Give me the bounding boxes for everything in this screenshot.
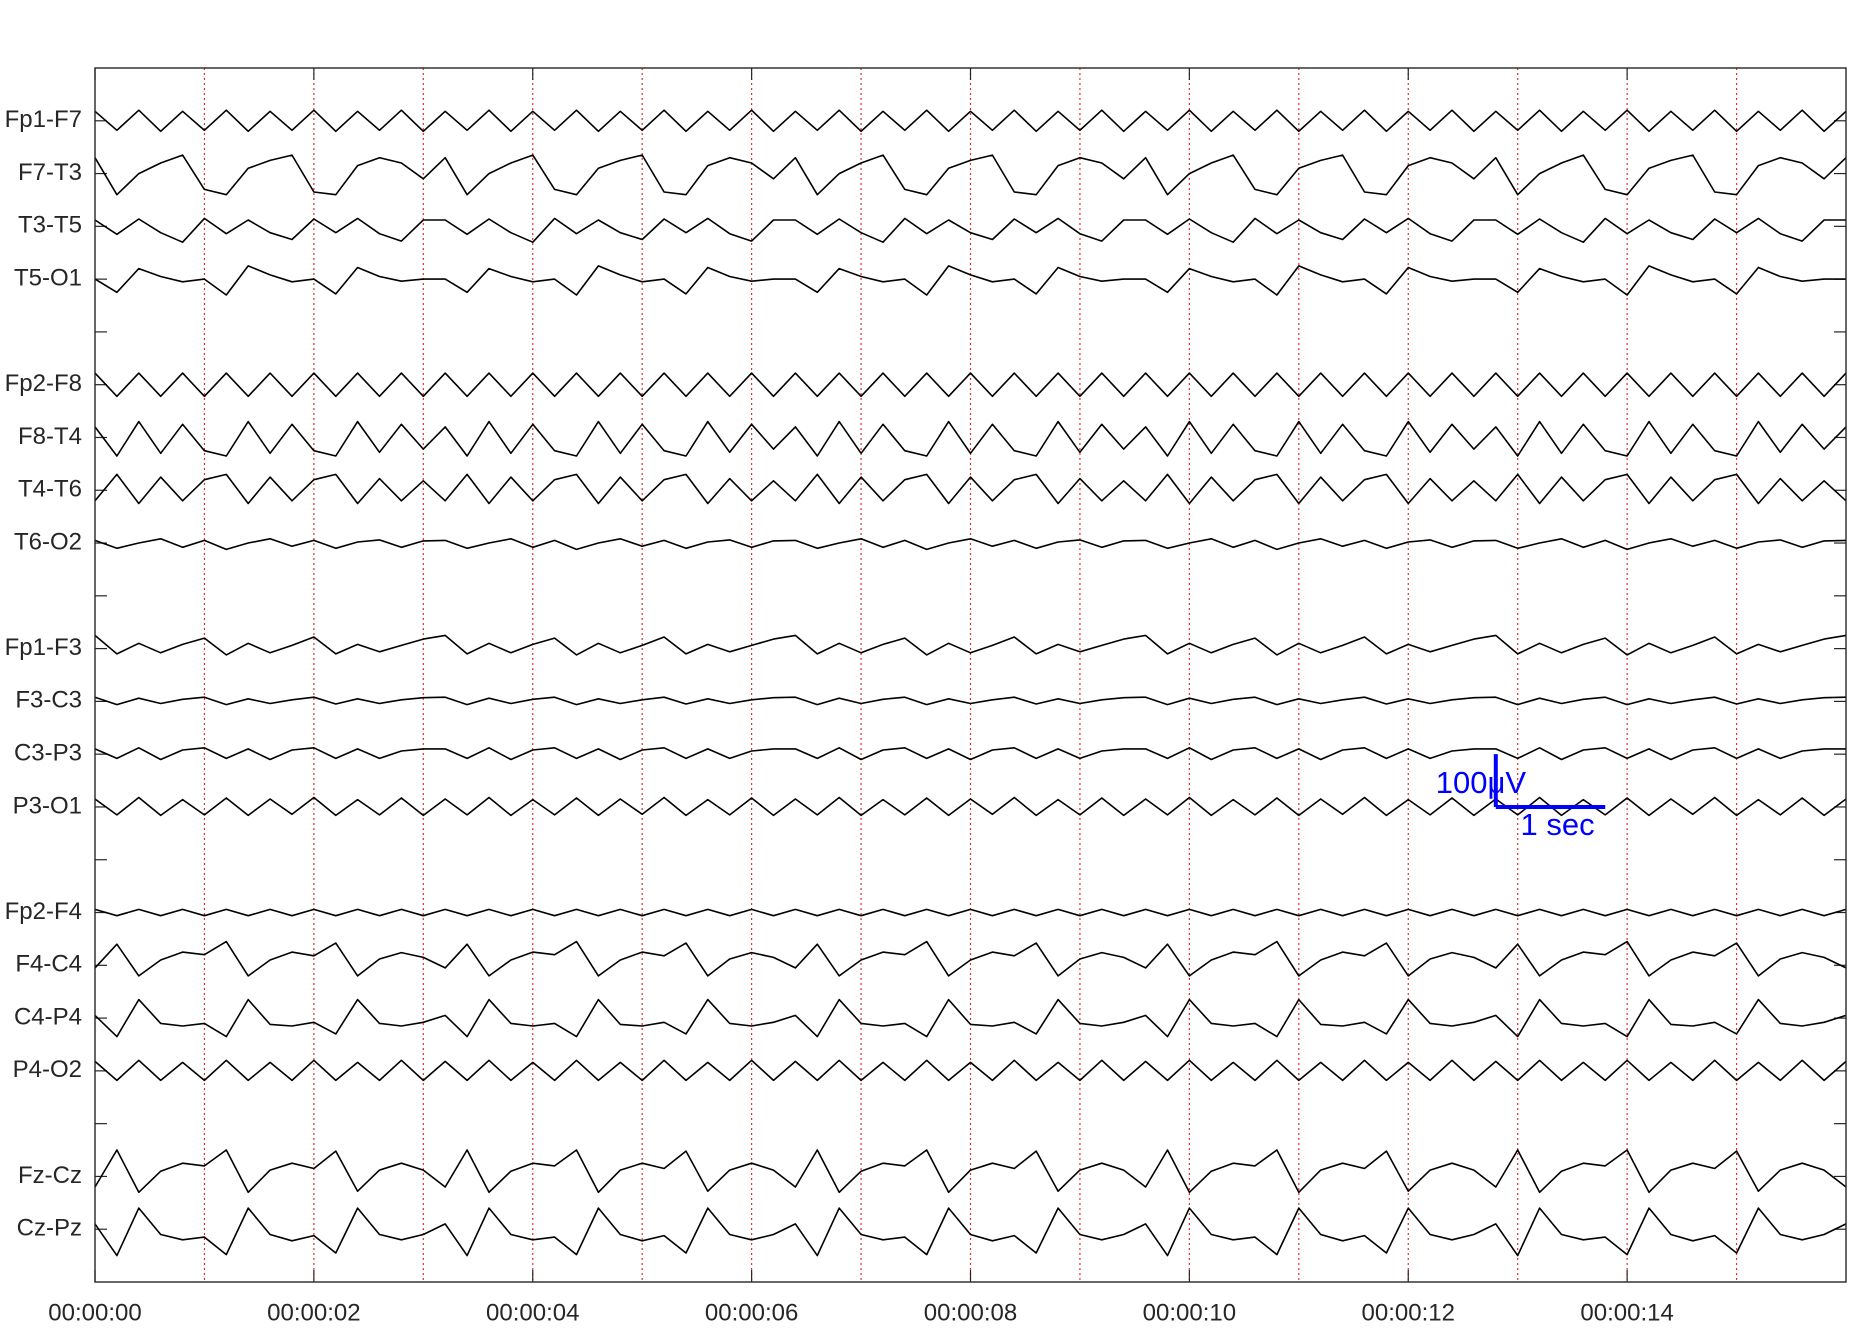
channel-label: T4-T6 <box>18 476 82 503</box>
channel-label: Fz-Cz <box>18 1162 82 1189</box>
eeg-trace <box>94 908 1847 917</box>
eeg-trace <box>94 109 1847 133</box>
channel-label: F8-T4 <box>18 423 82 450</box>
scale-bar-label: 1 sec <box>1521 807 1595 842</box>
channel-label: T6-O2 <box>14 528 82 555</box>
x-tick-label: 00:00:04 <box>486 1299 579 1326</box>
axes-box <box>94 67 1847 1283</box>
channel-label: C4-P4 <box>14 1003 82 1030</box>
channel-label: C3-P3 <box>14 740 82 767</box>
eeg-trace <box>94 634 1847 656</box>
x-axis-label: Time <box>944 1331 996 1335</box>
channel-label: P4-O2 <box>13 1056 82 1083</box>
channel-label: F4-C4 <box>15 951 82 978</box>
x-tick-label: 00:00:06 <box>705 1299 798 1326</box>
eeg-trace <box>94 940 1847 977</box>
x-tick-label: 00:00:14 <box>1580 1299 1673 1326</box>
channel-label: Fp1-F7 <box>5 106 82 133</box>
eeg-trace <box>94 473 1847 505</box>
eeg-trace <box>94 265 1846 296</box>
eeg-trace <box>94 1207 1847 1257</box>
channel-label: F3-C3 <box>15 687 82 714</box>
eeg-trace <box>94 217 1846 243</box>
x-tick-label: 00:00:12 <box>1362 1299 1455 1326</box>
scale-bar-label: 100μV <box>1436 765 1527 800</box>
eeg-trace <box>94 420 1847 457</box>
channel-label: T5-O1 <box>14 264 82 291</box>
eeg-trace <box>94 747 1846 761</box>
channel-label: Fp1-F3 <box>5 634 82 661</box>
x-tick-label: 00:00:08 <box>924 1299 1017 1326</box>
x-tick-label: 00:00:10 <box>1143 1299 1236 1326</box>
eeg-trace <box>94 998 1847 1038</box>
eeg-trace <box>94 1149 1847 1194</box>
eeg-trace <box>94 372 1847 398</box>
channel-label: P3-O1 <box>13 792 82 819</box>
x-tick-label: 00:00:02 <box>267 1299 360 1326</box>
channel-label: F7-T3 <box>18 159 82 186</box>
channel-label: Fp2-F8 <box>5 370 82 397</box>
channel-label: T3-T5 <box>18 212 82 239</box>
eeg-trace <box>94 154 1847 196</box>
eeg-trace <box>94 538 1847 551</box>
eeg-trace <box>94 696 1847 706</box>
channel-label: Fp2-F4 <box>5 898 82 925</box>
eeg-trace <box>94 796 1847 817</box>
eeg-trace <box>94 1059 1847 1082</box>
channel-label: Cz-Pz <box>17 1215 82 1242</box>
x-tick-label: 00:00:00 <box>48 1299 141 1326</box>
